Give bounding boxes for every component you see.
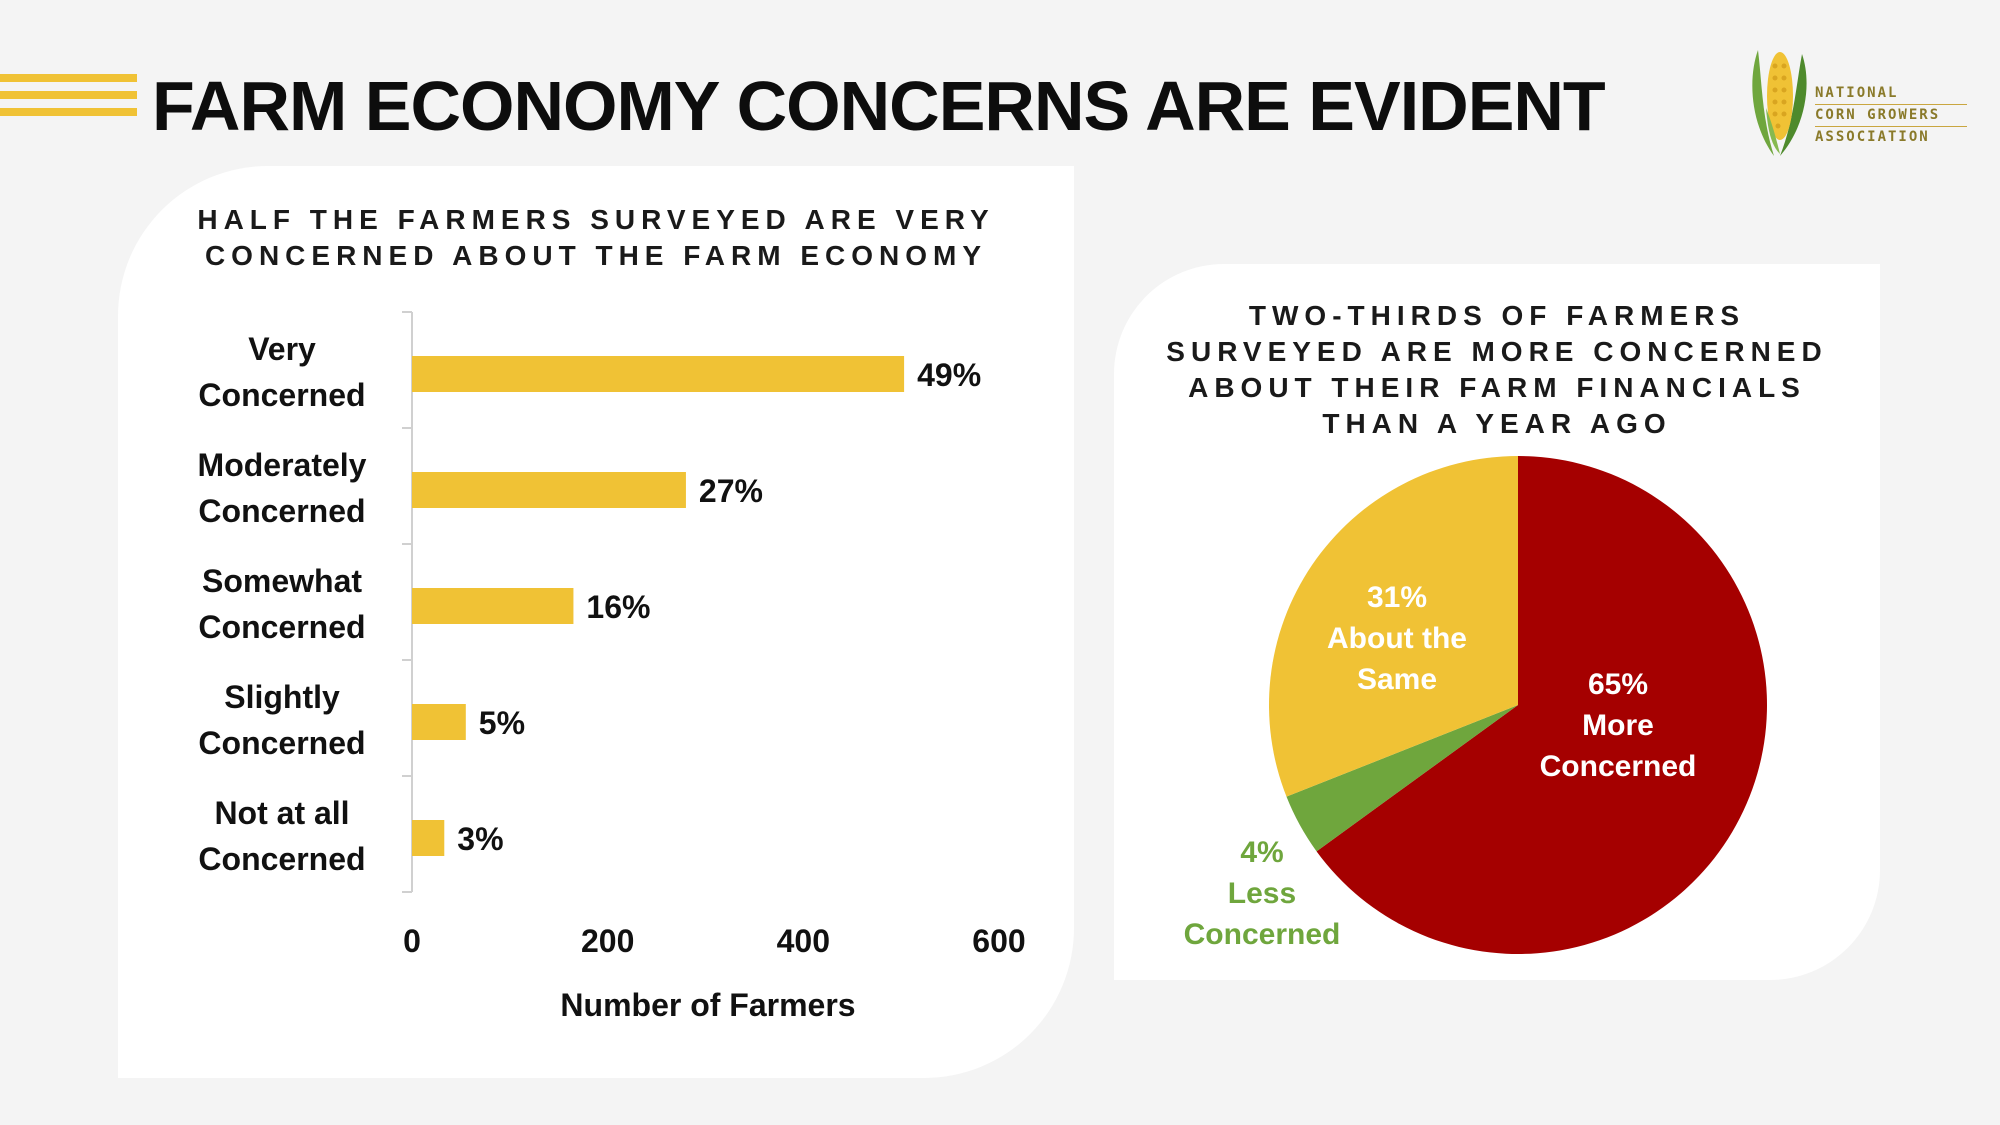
category-label: Moderately Concerned <box>198 447 367 529</box>
category-label-line: Not at all <box>214 795 349 831</box>
x-axis-label: Number of Farmers <box>560 987 855 1023</box>
pie-chart-title-line: ABOUT THEIR FARM FINANCIALS <box>1188 372 1806 403</box>
category-label-line: Slightly <box>224 679 340 715</box>
pie-chart-title-line: SURVEYED ARE MORE CONCERNED <box>1166 336 1828 367</box>
slice-label-line: Same <box>1357 663 1437 696</box>
corn-icon <box>1752 50 1807 156</box>
logo-text: NATIONAL CORN GROWERS ASSOCIATION <box>1815 82 1940 148</box>
category-label: Somewhat Concerned <box>198 563 365 645</box>
slice-label-line: Less <box>1228 877 1296 910</box>
slice-label-line: Concerned <box>1540 750 1697 783</box>
bar-chart-title: HALF THE FARMERS SURVEYED ARE VERY CONCE… <box>118 202 1074 274</box>
bar <box>412 588 574 624</box>
bar-chart-title-line: HALF THE FARMERS SURVEYED ARE VERY <box>197 204 995 235</box>
slice-label-line: 31% <box>1367 581 1427 614</box>
pie-chart-panel: TWO-THIRDS OF FARMERS SURVEYED ARE MORE … <box>1114 264 1880 980</box>
pie-chart-title-line: TWO-THIRDS OF FARMERS <box>1248 300 1746 331</box>
data-label: 3% <box>457 821 503 857</box>
pie-chart-title-line: THAN A YEAR AGO <box>1322 408 1672 439</box>
slice-label-line: About the <box>1327 622 1467 655</box>
pie-chart: 65% More Concerned 4% Less Concerned 31% About … <box>1184 456 1767 955</box>
x-tick-label: 400 <box>777 923 830 959</box>
slice-label-line: More <box>1582 709 1654 742</box>
pie-slice <box>1269 456 1518 797</box>
data-label: 16% <box>586 589 650 625</box>
slice-label: 4% Less Concerned <box>1184 836 1341 951</box>
category-label-line: Concerned <box>198 609 365 645</box>
category-label-line: Concerned <box>198 493 365 529</box>
x-tick-label: 200 <box>581 923 634 959</box>
x-tick-label: 600 <box>972 923 1025 959</box>
data-label: 27% <box>699 473 763 509</box>
data-label: 5% <box>479 705 525 741</box>
logo-rule <box>1815 126 1967 127</box>
category-label: Very Concerned <box>198 331 365 413</box>
category-label-line: Concerned <box>198 841 365 877</box>
logo-line: NATIONAL <box>1815 85 1899 101</box>
slice-label-line: 4% <box>1240 836 1283 869</box>
category-label: Not at all Concerned <box>198 795 365 877</box>
bar <box>412 820 445 856</box>
category-label: Slightly Concerned <box>198 679 365 761</box>
logo-line: CORN GROWERS <box>1815 107 1941 123</box>
logo-rule <box>1815 104 1967 105</box>
accent-line <box>0 91 137 99</box>
bar-chart-panel: HALF THE FARMERS SURVEYED ARE VERY CONCE… <box>118 166 1074 1078</box>
category-label-line: Concerned <box>198 377 365 413</box>
pie-chart-title: TWO-THIRDS OF FARMERS SURVEYED ARE MORE … <box>1114 298 1880 442</box>
logo-line: ASSOCIATION <box>1815 129 1930 145</box>
category-label-line: Moderately <box>198 447 367 483</box>
slice-label: 65% More Concerned <box>1540 668 1697 783</box>
bar <box>412 472 686 508</box>
bar <box>412 704 466 740</box>
accent-line <box>0 108 137 116</box>
accent-line <box>0 74 137 82</box>
category-label-line: Concerned <box>198 725 365 761</box>
page-title: FARM ECONOMY CONCERNS ARE EVIDENT <box>152 67 1606 145</box>
slice-label: 31% About the Same <box>1327 581 1467 696</box>
slice-label-line: Concerned <box>1184 918 1341 951</box>
category-label-line: Somewhat <box>202 563 362 599</box>
title-accent-lines <box>0 74 137 126</box>
pie-slice <box>1316 456 1767 955</box>
bar <box>412 356 905 392</box>
pie-slice <box>1286 705 1518 852</box>
bar-chart: Very Concerned 49% Moderately Concerned 27% So… <box>198 311 1026 1023</box>
category-label-line: Very <box>248 331 316 367</box>
x-tick-label: 0 <box>403 923 421 959</box>
ncga-logo: NATIONAL CORN GROWERS ASSOCIATION <box>1740 38 1970 160</box>
bar-chart-title-line: CONCERNED ABOUT THE FARM ECONOMY <box>204 240 988 271</box>
data-label: 49% <box>917 357 981 393</box>
slice-label-line: 65% <box>1588 668 1648 701</box>
